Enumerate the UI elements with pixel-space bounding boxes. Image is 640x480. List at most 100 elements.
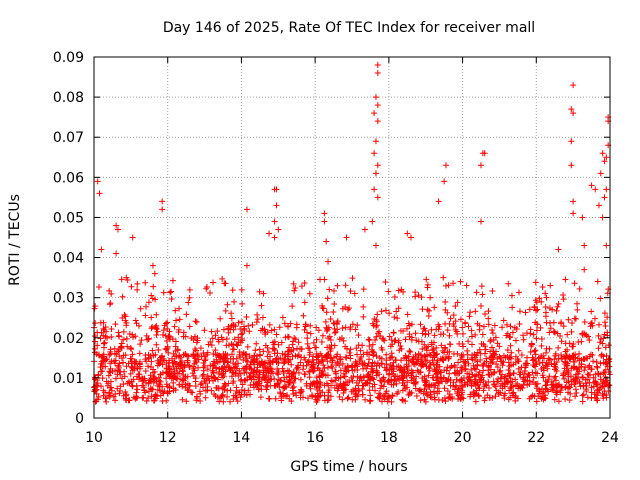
data-point — [272, 356, 279, 363]
data-point — [502, 373, 509, 380]
data-point — [113, 222, 120, 229]
data-point — [393, 308, 400, 315]
data-point — [321, 218, 328, 225]
data-point — [382, 307, 389, 314]
data-point — [562, 384, 569, 391]
data-point — [570, 364, 577, 371]
data-point — [185, 299, 192, 306]
data-point — [475, 381, 482, 388]
data-point — [386, 333, 393, 340]
data-point — [254, 316, 261, 323]
data-point — [227, 387, 234, 394]
data-point — [597, 295, 604, 302]
data-point — [570, 82, 577, 89]
data-point — [120, 336, 127, 343]
data-point — [386, 370, 393, 377]
data-point — [524, 382, 531, 389]
data-point — [310, 359, 317, 366]
data-point — [159, 398, 166, 405]
data-point — [468, 333, 475, 340]
data-point — [507, 323, 514, 330]
data-point — [275, 226, 282, 233]
data-point — [347, 288, 354, 295]
data-point — [102, 333, 109, 340]
data-point — [579, 214, 586, 221]
data-point — [310, 379, 317, 386]
data-point — [125, 360, 132, 367]
data-point — [481, 397, 488, 404]
data-point — [322, 318, 329, 325]
data-point — [343, 368, 350, 375]
data-point — [489, 330, 496, 337]
data-point — [243, 314, 250, 321]
data-point — [160, 289, 167, 296]
data-point — [581, 318, 588, 325]
data-point — [504, 346, 511, 353]
data-point — [107, 384, 114, 391]
data-point — [586, 362, 593, 369]
data-point — [115, 332, 122, 339]
data-point — [229, 287, 236, 294]
data-point — [465, 360, 472, 367]
data-point — [383, 351, 390, 358]
data-point — [153, 322, 160, 329]
data-point — [317, 379, 324, 386]
data-point — [117, 344, 124, 351]
data-point — [477, 356, 484, 363]
data-point — [253, 319, 260, 326]
data-point — [447, 315, 454, 322]
data-point — [429, 374, 436, 381]
data-point — [198, 353, 205, 360]
data-point — [318, 370, 325, 377]
data-point — [169, 277, 176, 284]
data-point — [228, 351, 235, 358]
data-point — [194, 352, 201, 359]
data-point — [313, 396, 320, 403]
data-point — [230, 378, 237, 385]
data-point — [439, 356, 446, 363]
data-point — [118, 276, 125, 283]
data-point — [599, 340, 606, 347]
data-point — [397, 327, 404, 334]
data-point — [153, 332, 160, 339]
data-point — [176, 365, 183, 372]
data-point — [365, 336, 372, 343]
data-point — [208, 373, 215, 380]
data-point — [490, 337, 497, 344]
data-point — [601, 381, 608, 388]
data-point — [155, 374, 162, 381]
data-point — [379, 335, 386, 342]
data-point — [568, 162, 575, 169]
data-point — [128, 346, 135, 353]
data-point — [352, 326, 359, 333]
data-point — [240, 356, 247, 363]
data-point — [491, 352, 498, 359]
data-point — [317, 276, 324, 283]
data-point — [566, 355, 573, 362]
data-point — [431, 332, 438, 339]
data-point — [385, 288, 392, 295]
data-point — [577, 383, 584, 390]
data-point — [265, 349, 272, 356]
data-point — [313, 356, 320, 363]
data-point — [586, 337, 593, 344]
data-point — [567, 356, 574, 363]
data-point — [444, 364, 451, 371]
data-point — [480, 367, 487, 374]
data-point — [120, 359, 127, 366]
data-point — [400, 369, 407, 376]
data-point — [164, 389, 171, 396]
data-point — [313, 380, 320, 387]
data-point — [495, 378, 502, 385]
data-point — [400, 288, 407, 295]
data-point — [597, 384, 604, 391]
data-point — [433, 344, 440, 351]
data-point — [595, 202, 602, 209]
data-point — [191, 333, 198, 340]
data-point — [454, 299, 461, 306]
data-point — [421, 341, 428, 348]
data-point — [197, 381, 204, 388]
data-point — [448, 362, 455, 369]
x-axis-label: GPS time / hours — [290, 459, 407, 475]
data-point — [343, 234, 350, 241]
